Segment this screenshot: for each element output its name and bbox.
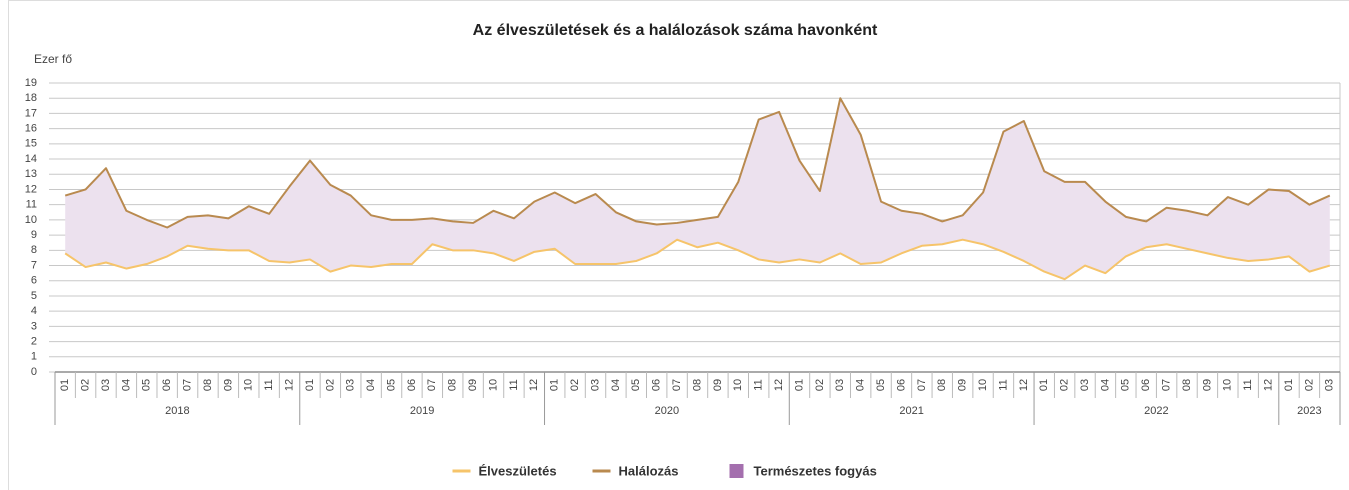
y-tick-label: 10 (25, 214, 37, 226)
x-tick-label: 02 (1303, 379, 1315, 391)
x-tick-label: 09 (222, 379, 234, 391)
x-tick-label: 02 (1059, 379, 1071, 391)
x-tick-label: 01 (549, 379, 561, 391)
x-tick-label: 06 (651, 379, 663, 391)
x-tick-label: 12 (283, 379, 295, 391)
x-tick-label: 03 (589, 379, 601, 391)
x-group-label: 2021 (899, 405, 923, 417)
legend-swatch (729, 464, 744, 478)
y-axis-label: Ezer fő (34, 52, 72, 66)
x-tick-label: 10 (977, 379, 989, 391)
x-tick-label: 03 (100, 379, 112, 391)
legend-label: Élveszületés (479, 463, 557, 478)
x-tick-label: 03 (834, 379, 846, 391)
x-group-label: 2018 (165, 405, 189, 417)
legend-label: Természetes fogyás (754, 463, 877, 478)
x-tick-label: 07 (671, 379, 683, 391)
x-tick-label: 05 (1120, 379, 1132, 391)
y-tick-label: 16 (25, 123, 37, 135)
x-tick-label: 06 (1140, 379, 1152, 391)
x-tick-label: 11 (997, 379, 1009, 390)
x-tick-label: 09 (712, 379, 724, 391)
x-tick-label: 02 (814, 379, 826, 391)
x-tick-label: 01 (1283, 379, 1295, 391)
x-tick-label: 07 (916, 379, 928, 391)
x-tick-label: 12 (1263, 379, 1275, 391)
x-tick-label: 03 (345, 379, 357, 391)
y-tick-label: 0 (31, 366, 37, 378)
y-tick-label: 8 (31, 244, 37, 256)
legend-label: Halálozás (619, 463, 679, 478)
y-tick-label: 12 (25, 183, 37, 195)
x-tick-label: 08 (1181, 379, 1193, 391)
x-tick-label: 12 (528, 379, 540, 391)
y-tick-label: 18 (25, 92, 37, 104)
x-tick-label: 04 (610, 379, 622, 391)
x-tick-label: 10 (487, 379, 499, 391)
x-tick-label: 05 (385, 379, 397, 391)
x-tick-label: 02 (80, 379, 92, 391)
x-tick-label: 07 (1161, 379, 1173, 391)
x-tick-label: 01 (304, 379, 316, 391)
x-tick-label: 04 (1099, 379, 1111, 391)
y-tick-label: 17 (25, 107, 37, 119)
x-tick-label: 01 (793, 379, 805, 391)
y-tick-label: 3 (31, 320, 37, 332)
x-tick-label: 06 (161, 379, 173, 391)
y-tick-label: 2 (31, 335, 37, 347)
x-tick-label: 05 (875, 379, 887, 391)
area (65, 98, 1330, 280)
x-tick-label: 10 (1222, 379, 1234, 391)
y-tick-label: 13 (25, 168, 37, 180)
y-tick-label: 9 (31, 229, 37, 241)
x-tick-label: 11 (263, 379, 275, 390)
x-tick-label: 04 (365, 379, 377, 391)
x-tick-label: 10 (732, 379, 744, 391)
x-tick-label: 04 (855, 379, 867, 391)
x-tick-label: 09 (957, 379, 969, 391)
y-tick-label: 4 (31, 305, 37, 317)
x-tick-label: 07 (426, 379, 438, 391)
x-tick-label: 02 (324, 379, 336, 391)
x-tick-label: 03 (1324, 379, 1336, 391)
x-tick-label: 03 (1079, 379, 1091, 391)
x-group-label: 2019 (410, 405, 434, 417)
x-tick-label: 09 (1201, 379, 1213, 391)
x-tick-label: 08 (936, 379, 948, 391)
x-tick-label: 05 (630, 379, 642, 391)
x-group-label: 2023 (1297, 405, 1321, 417)
x-tick-label: 12 (1018, 379, 1030, 391)
y-tick-label: 14 (25, 153, 37, 165)
x-group-label: 2022 (1144, 405, 1168, 417)
series-line (64, 97, 1331, 229)
x-tick-label: 08 (202, 379, 214, 391)
x-tick-label: 08 (447, 379, 459, 391)
x-tick-label: 11 (1242, 379, 1254, 390)
y-tick-label: 19 (25, 77, 37, 89)
x-tick-label: 01 (1038, 379, 1050, 391)
x-tick-label: 10 (243, 379, 255, 391)
x-tick-label: 07 (181, 379, 193, 391)
x-tick-label: 09 (467, 379, 479, 391)
x-tick-label: 04 (120, 379, 132, 391)
chart-title: Az élveszületések és a halálozások száma… (473, 22, 878, 39)
x-tick-label: 06 (895, 379, 907, 391)
y-tick-label: 7 (31, 259, 37, 271)
y-tick-label: 5 (31, 290, 37, 302)
x-group-label: 2020 (655, 405, 679, 417)
x-tick-label: 12 (773, 379, 785, 391)
x-tick-label: 02 (569, 379, 581, 391)
y-tick-label: 15 (25, 138, 37, 150)
series-line (64, 238, 1331, 281)
x-tick-label: 11 (508, 379, 520, 390)
x-tick-label: 01 (59, 379, 71, 391)
x-tick-label: 08 (691, 379, 703, 391)
y-tick-label: 6 (31, 275, 37, 287)
y-tick-label: 1 (31, 351, 37, 363)
x-tick-label: 05 (141, 379, 153, 391)
y-tick-label: 11 (26, 199, 37, 211)
x-tick-label: 06 (406, 379, 418, 391)
x-tick-label: 11 (753, 379, 765, 390)
